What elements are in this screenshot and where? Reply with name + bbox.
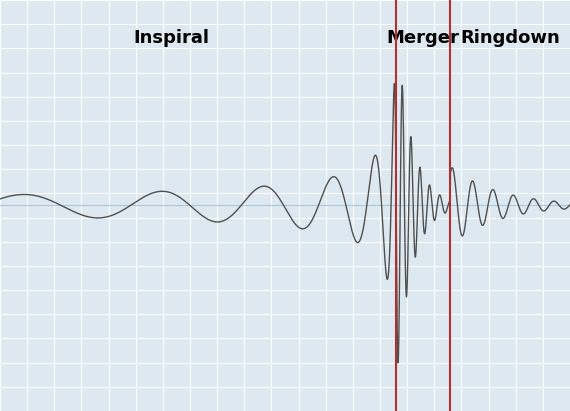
Text: Inspiral: Inspiral <box>133 29 209 47</box>
Text: Merger: Merger <box>387 29 459 47</box>
Text: Ringdown: Ringdown <box>461 29 560 47</box>
